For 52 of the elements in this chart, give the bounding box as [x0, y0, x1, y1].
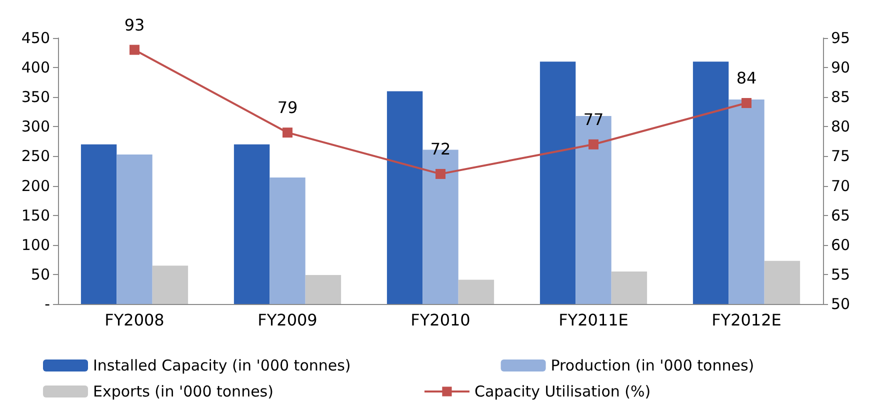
y2-tick-label: 75	[831, 147, 850, 166]
legend-label: Capacity Utilisation (%)	[474, 382, 651, 400]
y2-tick-label: 65	[831, 206, 850, 224]
point	[130, 44, 140, 55]
y2-tick-label: 55	[831, 265, 850, 284]
bar	[692, 62, 729, 304]
y-tick-label: 100	[21, 236, 50, 254]
y2-tick-label: 70	[831, 176, 850, 195]
bar	[728, 99, 764, 304]
x-tick-label: FY2012E	[712, 310, 782, 330]
y2-tick-label: 60	[831, 236, 850, 254]
x-tick-label: FY2010	[410, 310, 470, 330]
point	[436, 168, 446, 179]
bar	[458, 280, 494, 304]
data-label: 72	[430, 139, 451, 158]
y-tick-label: 450	[21, 29, 50, 47]
bar	[152, 266, 188, 304]
bar	[80, 144, 117, 304]
y-tick-label: -	[44, 295, 50, 313]
data-label: 93	[124, 15, 145, 34]
point	[742, 98, 752, 108]
y2-tick-label: 90	[831, 58, 850, 77]
point	[588, 139, 598, 150]
y-tick-label: 200	[21, 176, 50, 195]
y-tick-label: 300	[21, 118, 50, 136]
y-tick-label: 150	[21, 206, 50, 224]
bar	[270, 178, 306, 304]
y-tick-label: 250	[21, 147, 50, 166]
y-tick-label: 400	[21, 58, 50, 77]
data-label: 84	[736, 68, 757, 88]
bar	[611, 271, 648, 304]
y-tick-label: 50	[30, 265, 50, 284]
y2-tick-label: 50	[831, 295, 850, 313]
bar	[386, 91, 423, 304]
y2-tick-label: 85	[831, 88, 850, 106]
bar	[305, 275, 342, 304]
legend-label: Installed Capacity (in '000 tonnes)	[93, 356, 351, 374]
bar	[234, 144, 270, 304]
legend-label: Exports (in '000 tonnes)	[93, 382, 274, 400]
bar	[540, 62, 576, 304]
x-tick-label: FY2011E	[558, 310, 628, 330]
y2-tick-label: 95	[831, 29, 850, 47]
x-tick-label: FY2009	[258, 310, 318, 330]
y-tick-label: 350	[21, 88, 50, 106]
legend-label: Production (in '000 tonnes)	[550, 356, 754, 374]
y2-tick-label: 80	[831, 118, 850, 136]
data-label: 79	[277, 98, 298, 118]
x-tick-label: FY2008	[104, 310, 164, 330]
bar	[116, 154, 152, 304]
bar	[764, 260, 800, 304]
data-label: 77	[583, 110, 604, 129]
point	[282, 128, 292, 138]
